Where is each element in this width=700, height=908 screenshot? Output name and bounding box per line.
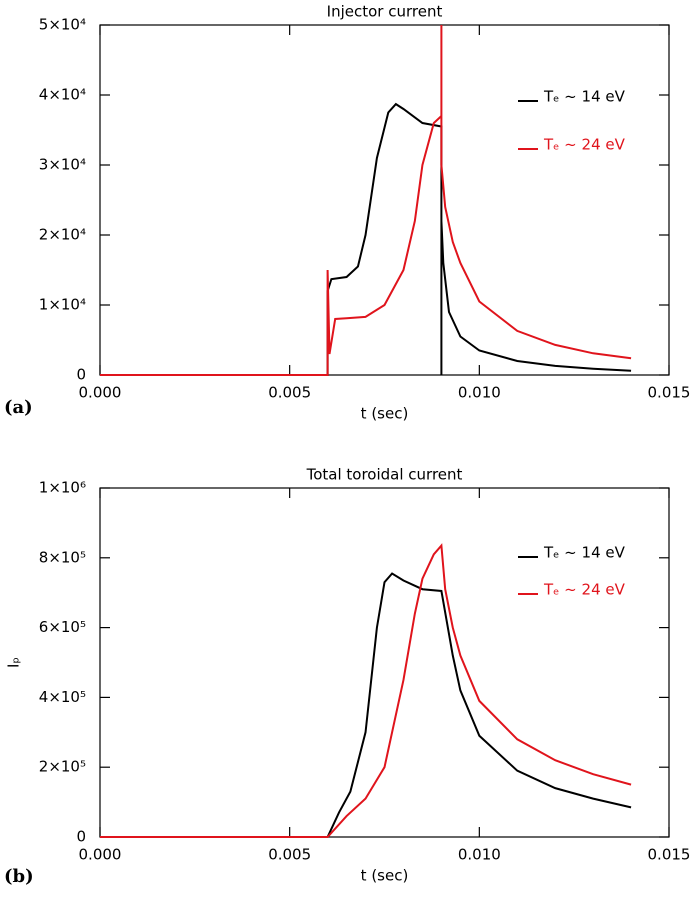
x-tick-label: 0.000 xyxy=(79,846,122,864)
y-tick-label: 2×10⁴ xyxy=(39,226,86,244)
y-tick-label: 3×10⁴ xyxy=(39,156,86,174)
series-line xyxy=(100,543,632,838)
y-tick-label: 8×10⁵ xyxy=(39,548,86,566)
x-tick-label: 0.015 xyxy=(648,384,691,402)
y-tick-label: 6×10⁵ xyxy=(39,618,86,636)
y-tick-label: 0 xyxy=(76,366,86,384)
y-tick-label: 4×10⁴ xyxy=(39,86,86,104)
series-line xyxy=(100,572,632,838)
y-tick-label: 4×10⁵ xyxy=(39,688,86,706)
panel-label: (a) xyxy=(4,397,33,418)
y-tick-label: 5×10⁴ xyxy=(39,16,86,34)
legend-label: Tₑ ~ 14 eV xyxy=(543,544,626,562)
legend-label: Tₑ ~ 24 eV xyxy=(543,581,626,599)
x-axis-label: t (sec) xyxy=(361,867,409,885)
x-tick-label: 0.015 xyxy=(648,846,691,864)
panel-label: (b) xyxy=(4,866,34,887)
y-tick-label: 2×10⁵ xyxy=(39,758,86,776)
y-tick-label: 1×10⁶ xyxy=(39,479,86,497)
plot-frame xyxy=(99,487,670,838)
chart-title: Total toroidal current xyxy=(306,466,463,484)
legend-label: Tₑ ~ 24 eV xyxy=(543,136,626,154)
x-tick-label: 0.005 xyxy=(268,846,311,864)
y-axis-label: Iₚ xyxy=(5,657,23,668)
plot-frame xyxy=(99,24,670,376)
x-tick-label: 0.010 xyxy=(458,384,501,402)
x-tick-label: 0.010 xyxy=(458,846,501,864)
legend-label: Tₑ ~ 14 eV xyxy=(543,88,626,106)
x-axis-label: t (sec) xyxy=(361,405,409,423)
x-tick-label: 0.005 xyxy=(268,384,311,402)
chart-title: Injector current xyxy=(327,3,443,21)
series-line xyxy=(100,102,632,376)
y-tick-label: 1×10⁴ xyxy=(39,296,86,314)
y-tick-label: 0 xyxy=(76,828,86,846)
x-tick-label: 0.000 xyxy=(79,384,122,402)
series-line xyxy=(100,25,632,376)
